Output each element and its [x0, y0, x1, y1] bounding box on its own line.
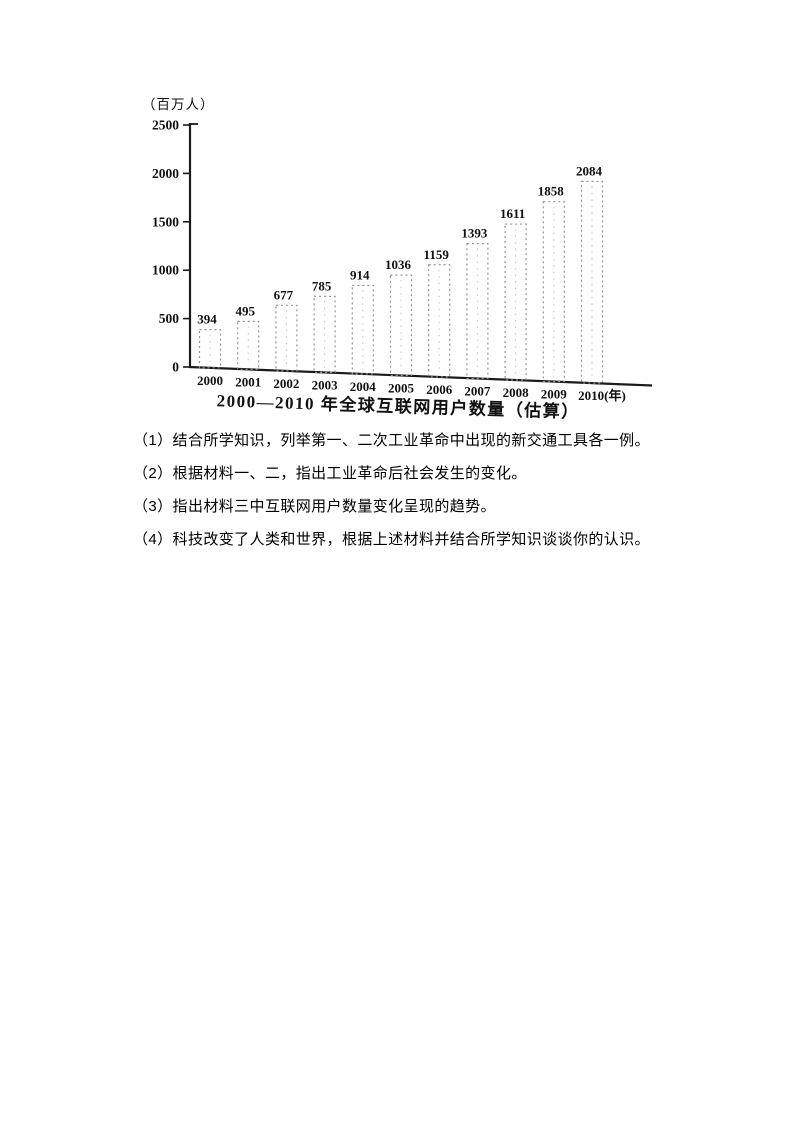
bar	[428, 264, 451, 378]
bar-value-label: 495	[235, 303, 255, 318]
internet-users-bar-chart: （百万人） 0 500 1000 1500 2000 2500 394 2000 495 2001 6…	[140, 90, 670, 435]
x-tick-label: 2004	[350, 379, 377, 394]
x-tick-label: 2009	[541, 387, 568, 402]
x-tick-label: 2000	[197, 373, 223, 388]
x-tick-label: 2006	[426, 382, 453, 397]
y-tick-label: 1500	[152, 214, 179, 229]
bar	[313, 295, 336, 373]
question-2: （2）根据材料一、二，指出工业革命后社会发生的变化。	[133, 465, 527, 482]
x-tick-label: 2007	[464, 383, 491, 398]
y-tick-label: 1000	[152, 263, 179, 278]
bar	[237, 320, 260, 370]
bar-value-label: 1036	[385, 257, 412, 272]
bar-value-label: 677	[274, 287, 294, 302]
bar-value-label: 394	[197, 312, 217, 327]
x-tick-label: 2003	[312, 377, 339, 392]
bar-value-label: 1159	[424, 247, 450, 262]
bar-value-label: 1393	[461, 226, 488, 241]
bar-value-label: 1611	[500, 206, 525, 221]
bar	[198, 329, 222, 369]
bar	[580, 180, 604, 384]
y-tick-label: 0	[172, 360, 179, 375]
bar	[542, 201, 565, 383]
question-1: （1）结合所学知识，列举第一、二次工业革命中出现的新交通工具各一例。	[133, 432, 650, 449]
y-tick-label: 2500	[152, 118, 179, 133]
bar-value-label: 785	[312, 278, 332, 293]
question-3: （3）指出材料三中互联网用户数量变化呈现的趋势。	[133, 498, 496, 515]
x-tick-label: 2010(年)	[578, 388, 626, 403]
x-axis-line	[188, 365, 653, 387]
x-tick-label: 2001	[235, 374, 261, 389]
question-4: （4）科技改变了人类和世界，根据上述材料并结合所学知识谈谈你的认识。	[133, 531, 650, 548]
bar	[466, 243, 489, 380]
bar-value-label: 914	[350, 267, 370, 282]
x-tick-label: 2002	[273, 376, 299, 391]
bar	[389, 274, 413, 377]
bar	[504, 223, 527, 381]
y-tick-label: 500	[159, 311, 180, 326]
question-list: （1）结合所学知识，列举第一、二次工业革命中出现的新交通工具各一例。 （2）根据…	[133, 431, 753, 563]
bar-value-label: 2084	[576, 163, 603, 178]
chart-canvas: （百万人） 0 500 1000 1500 2000 2500 394 2000 495 2001 6…	[142, 97, 653, 422]
bar	[351, 284, 374, 375]
y-axis-unit-label: （百万人）	[142, 97, 215, 112]
x-tick-label: 2005	[388, 380, 415, 395]
bar-value-label: 1858	[538, 184, 565, 199]
x-tick-label: 2008	[503, 385, 529, 400]
bar	[275, 304, 298, 372]
y-tick-label: 2000	[152, 166, 179, 181]
